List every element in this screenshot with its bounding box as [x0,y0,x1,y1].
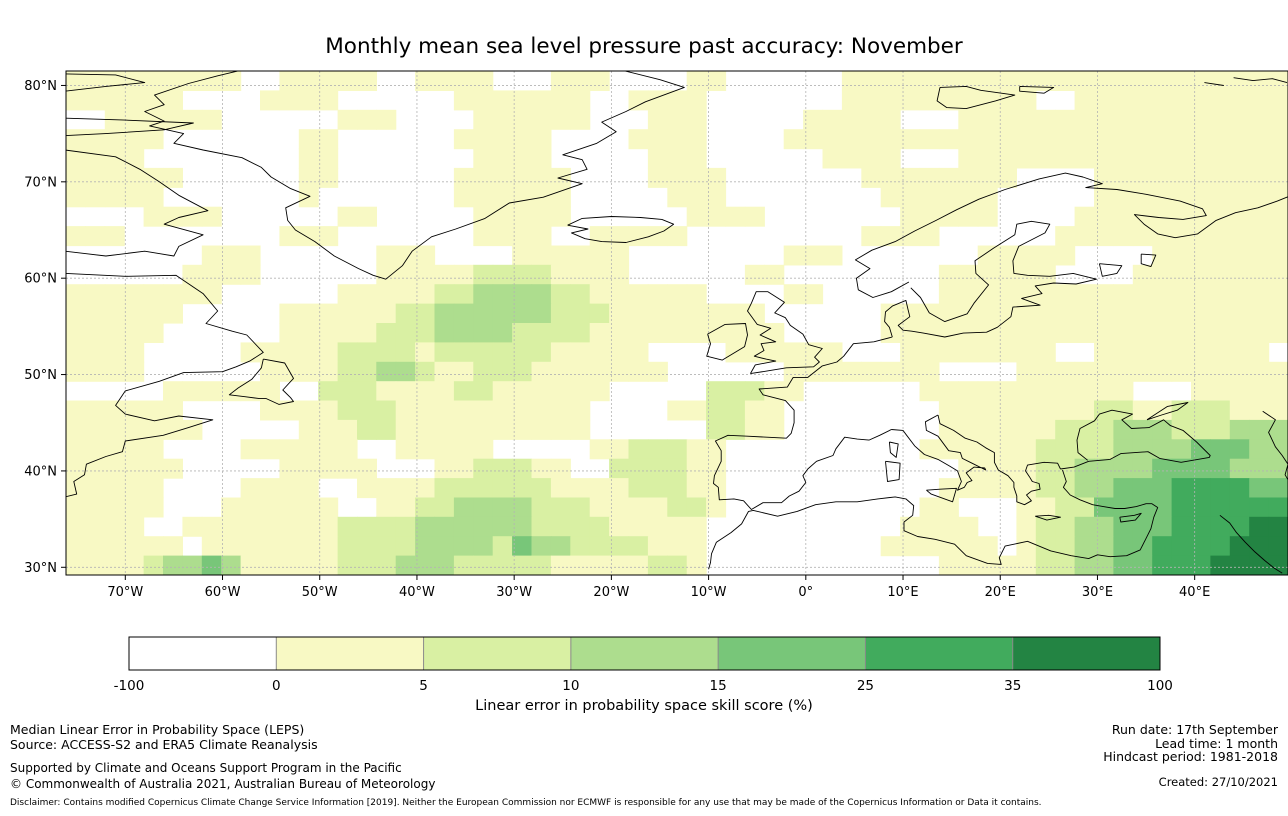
lat-tick-label: 60°N [24,272,57,287]
colorbar-tick-label: 35 [1004,678,1021,694]
lon-tick-label: 50°W [302,585,338,600]
page-title: Monthly mean sea level pressure past acc… [325,34,963,59]
lon-tick-label: 30°E [1082,585,1113,600]
colorbar-segment [865,637,1014,670]
lon-tick-label: 10°W [691,585,727,600]
lon-tick-label: 40°W [399,585,435,600]
support-line: Supported by Climate and Oceans Support … [10,761,402,775]
lead-time-line: Lead time: 1 month [1155,736,1278,751]
coastlines [66,71,1288,574]
lat-tick-label: 40°N [24,464,57,479]
copyright-line: © Commonwealth of Australia 2021, Austra… [10,777,436,791]
lon-tick-label: 60°W [205,585,241,600]
lon-tick-label: 30°W [496,585,532,600]
colorbar-tick-label: 10 [562,678,579,694]
lat-tick-label: 80°N [24,79,57,94]
colorbar-segment [718,637,866,670]
colorbar-segment [570,637,719,670]
created-line: Created: 27/10/2021 [1158,775,1278,789]
lon-tick-label: 40°E [1179,585,1210,600]
colorbar-tick-label: 25 [857,678,874,694]
map-frame [65,70,1288,576]
colorbar-segment [423,637,572,670]
colorbar-segment [276,637,425,670]
colorbar-tick-label: 15 [710,678,727,694]
lat-tick-label: 30°N [24,561,57,576]
lon-tick-label: 10°E [887,585,918,600]
colorbar-tick-label: 0 [272,678,281,694]
lat-tick-label: 70°N [24,175,57,190]
lon-tick-label: 70°W [107,585,143,600]
source-line: Source: ACCESS-S2 and ERA5 Climate Reana… [10,737,318,752]
leps-line: Median Linear Error in Probability Space… [10,722,305,737]
lon-tick-label: 20°W [593,585,629,600]
disclaimer-text: Disclaimer: Contains modified Copernicus… [10,798,1042,808]
colorbar: -100 0 5 10 15 25 35 100 [114,636,1173,694]
colorbar-label: Linear error in probability space skill … [475,698,813,714]
lon-tick-label: 20°E [985,585,1016,600]
lat-tick-label: 50°N [24,368,57,383]
axis-ticks: 80°N 70°N 60°N 50°N 40°N 30°N 70°W 60°W 50°W 40°W… [24,79,1210,600]
hindcast-period-line: Hindcast period: 1981-2018 [1103,749,1278,764]
lon-tick-label: 0° [798,585,813,600]
colorbar-tick-label: -100 [114,678,145,694]
graticule [66,71,1288,575]
colorbar-tick-label: 100 [1147,678,1173,694]
colorbar-tick-label: 5 [419,678,428,694]
run-date-line: Run date: 17th September [1111,722,1278,737]
colorbar-segment [129,637,277,670]
colorbar-segment [1012,637,1161,670]
skill-raster [66,71,1288,575]
